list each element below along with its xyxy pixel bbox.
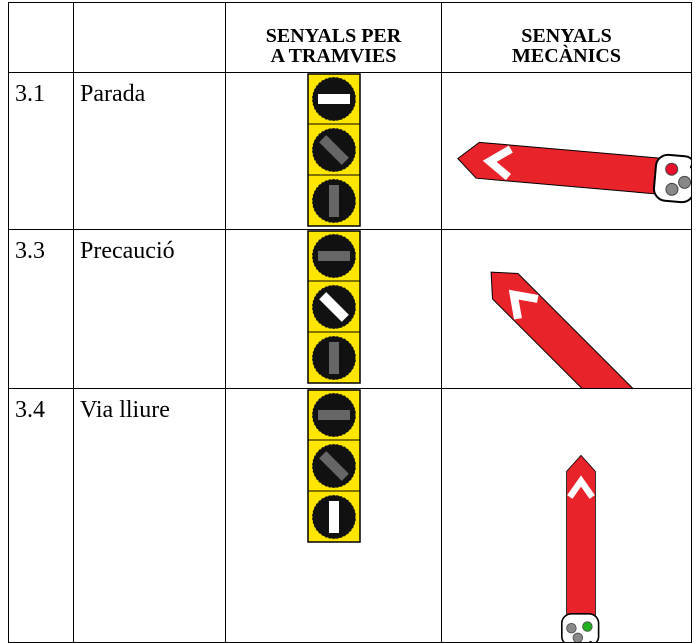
lamp-bar [318,451,349,481]
lamp-bar [317,410,350,420]
counterweight [652,153,691,204]
tram-signal-cell [225,229,442,389]
lamp-bar [328,501,339,533]
tram-signal [306,230,361,384]
mechanical-signal [490,271,649,388]
mechanical-signal [457,141,691,204]
header-cell [8,2,74,73]
mech-signal-cell [441,388,692,643]
code-cell: 3.1 [8,72,74,230]
header-row: SENYALS PER A TRAMVIES SENYALS MECÀNICS [8,2,692,73]
row: 3.1 Parada [8,72,692,230]
header-cell [73,2,226,73]
chevron [567,475,595,499]
header-cell: SENYALS MECÀNICS [441,2,692,73]
code-cell: 3.4 [8,388,74,643]
chevron [508,289,539,320]
row: 3.3 Precaució [8,229,692,389]
tram-signal-cell [225,72,442,230]
counterweight [560,612,600,642]
arm [457,141,691,204]
mech-signal-cell [441,72,692,230]
light [566,622,577,634]
code-cell: 3.3 [8,229,74,389]
arm-blade [457,141,664,195]
lamp-bar [328,185,339,217]
light [678,175,691,189]
lamp-bar [318,135,349,165]
arm [560,454,600,642]
lamp-bar [328,342,339,374]
arm [490,271,649,388]
light [665,182,679,196]
tram-signal [306,389,361,543]
tram-signal [306,73,361,227]
name-cell: Precaució [73,229,226,389]
light [582,621,593,632]
signal-table: SENYALS PER A TRAMVIES SENYALS MECÀNICS … [8,2,692,643]
header-text: SENYALS MECÀNICS [512,25,621,67]
light [665,162,679,176]
lamp-bar [317,94,350,104]
lamp-bar [318,292,349,322]
lamp-bar [317,251,350,261]
row: 3.4 Via lliure [8,388,692,643]
arm-blade [490,271,649,388]
pivot [689,164,691,169]
mech-signal-cell [441,229,692,389]
header-text: SENYALS PER A TRAMVIES [265,25,402,67]
light [572,632,584,642]
header-cell: SENYALS PER A TRAMVIES [225,2,442,73]
name-cell: Parada [73,72,226,230]
name-cell: Via lliure [73,388,226,643]
tram-signal-cell [225,388,442,643]
mechanical-signal [560,454,600,642]
chevron [482,145,513,181]
